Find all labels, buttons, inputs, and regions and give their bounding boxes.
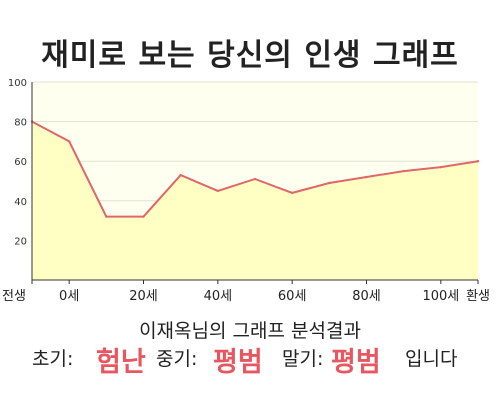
analysis-title: 이재옥님의 그래프 분석결과	[139, 320, 361, 342]
y-tick-label: 20	[14, 236, 27, 247]
y-tick-label: 40	[14, 197, 27, 208]
series-points	[30, 120, 480, 218]
x-tick-label: 80세	[352, 289, 381, 304]
early-label: 초기:	[32, 348, 74, 370]
late-verdict: 평범	[331, 347, 381, 378]
data-point-9	[365, 175, 368, 179]
data-point-11	[439, 165, 443, 169]
x-tick-label: 환생	[466, 289, 490, 304]
x-axis-ticks: 전생 0세 20세 40세 60세 80세 100세 환생	[2, 280, 490, 304]
data-point-4	[179, 173, 182, 177]
x-tick-label: 전생	[2, 289, 26, 304]
data-point-5	[216, 189, 220, 193]
middle-label: 중기:	[156, 348, 198, 370]
data-point-1	[67, 140, 71, 143]
x-tick-label: 0세	[59, 289, 79, 304]
late-label: 말기:	[282, 348, 324, 370]
x-tick-label: 40세	[204, 289, 233, 304]
y-tick-label: 80	[14, 118, 27, 129]
y-tick-label: 100	[8, 78, 27, 89]
series-area	[32, 121, 478, 280]
chart-title: 재미로 보는 당신의 인생 그래프	[41, 38, 459, 73]
data-point-3	[142, 215, 145, 218]
middle-verdict: 평범	[213, 347, 263, 378]
life-graph-chart: 20 40 60 80 100 전생 0세 20세 40세 60세 80세 100세 환생	[2, 78, 490, 304]
result-suffix: 입니다	[405, 348, 458, 370]
data-point-2	[105, 215, 108, 218]
early-verdict: 험난	[96, 347, 146, 378]
data-point-7	[290, 191, 294, 195]
x-tick-label: 100세	[422, 289, 459, 304]
y-axis-ticks: 20 40 60 80 100	[8, 78, 27, 247]
y-tick-label: 60	[14, 157, 27, 168]
data-point-10	[402, 169, 405, 173]
data-point-6	[253, 177, 257, 181]
data-point-8	[328, 181, 331, 185]
x-tick-label: 20세	[129, 289, 158, 304]
x-tick-label: 60세	[278, 289, 307, 304]
data-point-12	[476, 160, 480, 163]
